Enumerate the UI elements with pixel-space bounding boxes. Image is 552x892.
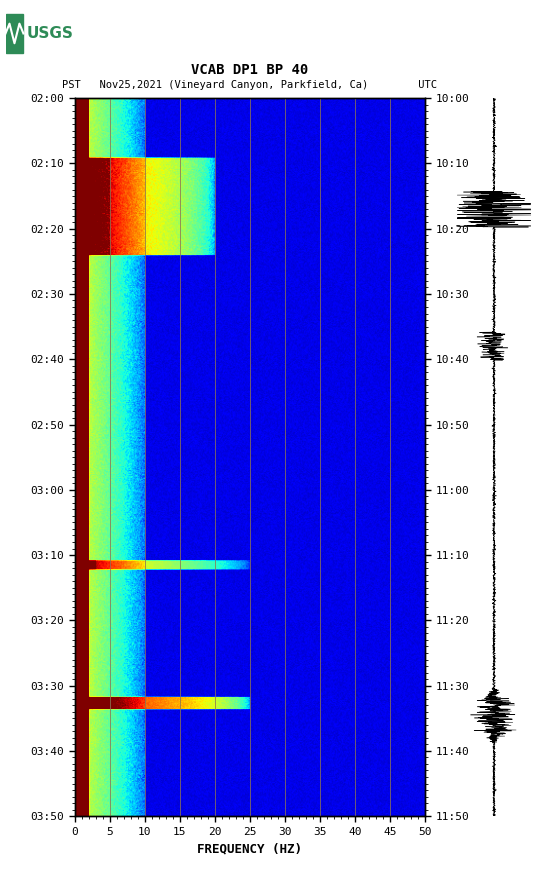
Text: PST   Nov25,2021 (Vineyard Canyon, Parkfield, Ca)        UTC: PST Nov25,2021 (Vineyard Canyon, Parkfie… <box>62 79 437 90</box>
Text: USGS: USGS <box>26 26 73 41</box>
Text: VCAB DP1 BP 40: VCAB DP1 BP 40 <box>191 62 309 77</box>
X-axis label: FREQUENCY (HZ): FREQUENCY (HZ) <box>197 842 302 855</box>
Bar <box>6 14 23 54</box>
